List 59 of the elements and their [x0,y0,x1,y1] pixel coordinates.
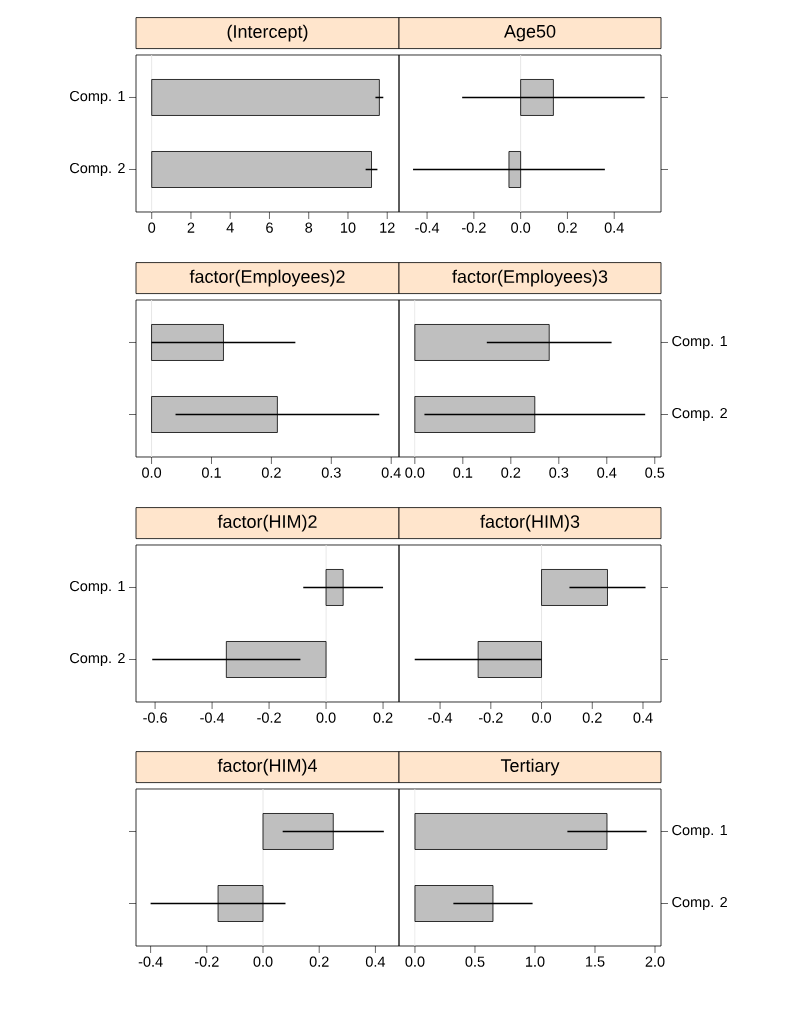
x-tick-label: -0.4 [415,222,440,233]
x-tick-label: 0.3 [549,467,569,478]
y-tick-label: Comp. 2 [672,407,727,422]
y-tick-label: Comp. 2 [70,162,125,177]
x-tick-label: 0.2 [261,467,281,478]
x-tick-label: 8 [305,222,313,233]
x-tick-label: 0.3 [321,467,341,478]
x-tick-label: 0.0 [405,956,425,967]
chart-title: Tertiary [500,758,560,776]
x-tick-label: -0.4 [200,712,225,723]
x-tick-label: 1.5 [586,956,605,967]
x-tick-label: 2.0 [645,956,665,967]
x-tick-label: 0.4 [381,467,401,478]
x-tick-label: 0.5 [465,956,485,967]
chart-title: (Intercept) [227,24,308,42]
x-tick-label: -0.2 [257,712,281,723]
x-tick-label: 0.2 [582,712,602,723]
x-tick-label: 0.2 [557,222,577,233]
chart-title: factor(Employees)2 [189,269,345,287]
x-tick-label: 0.2 [309,956,329,967]
x-tick-label: 0.4 [604,222,624,233]
x-tick-label: 0.1 [453,467,473,478]
x-tick-label: 0.0 [316,712,336,723]
x-tick-label: 0 [148,222,156,233]
x-tick-label: 10 [341,222,356,233]
x-tick-label: 0.5 [645,467,665,478]
x-tick-label: -0.2 [462,222,486,233]
y-tick-label: Comp. 2 [672,896,727,911]
x-tick-label: 0.0 [532,712,552,723]
chart-title: factor(HIM)3 [480,514,580,532]
chart-title: factor(HIM)4 [217,758,317,776]
chart-title: factor(HIM)2 [217,514,317,532]
x-tick-label: -0.4 [138,956,163,967]
y-tick-label: Comp. 1 [70,580,125,595]
y-tick-label: Comp. 2 [70,652,125,667]
y-tick-label: Comp. 1 [70,90,125,105]
x-tick-label: 6 [266,222,273,233]
x-tick-label: 0.0 [511,222,531,233]
x-tick-label: 12 [380,222,395,233]
chart-title: factor(Employees)3 [452,269,608,287]
chart-title: Age50 [504,24,556,42]
x-tick-label: 0.0 [142,467,162,478]
x-tick-label: 0.0 [405,467,425,478]
y-tick-label: Comp. 1 [672,335,727,350]
x-tick-label: 2 [187,222,195,233]
x-tick-label: 0.4 [633,712,653,723]
y-tick-label: Comp. 1 [672,824,727,839]
x-tick-label: -0.6 [143,712,167,723]
x-tick-label: 0.4 [597,467,617,478]
x-tick-label: -0.2 [478,712,503,723]
x-tick-label: 0.1 [201,467,221,478]
x-tick-label: 0.2 [373,712,393,723]
x-tick-label: 1.0 [526,956,545,967]
x-tick-label: 0.2 [501,467,521,478]
x-tick-label: 4 [226,222,234,233]
x-tick-label: -0.4 [428,712,453,723]
x-tick-label: 0.0 [253,956,273,967]
x-tick-label: -0.2 [194,956,219,967]
x-tick-label: 0.4 [365,956,386,967]
